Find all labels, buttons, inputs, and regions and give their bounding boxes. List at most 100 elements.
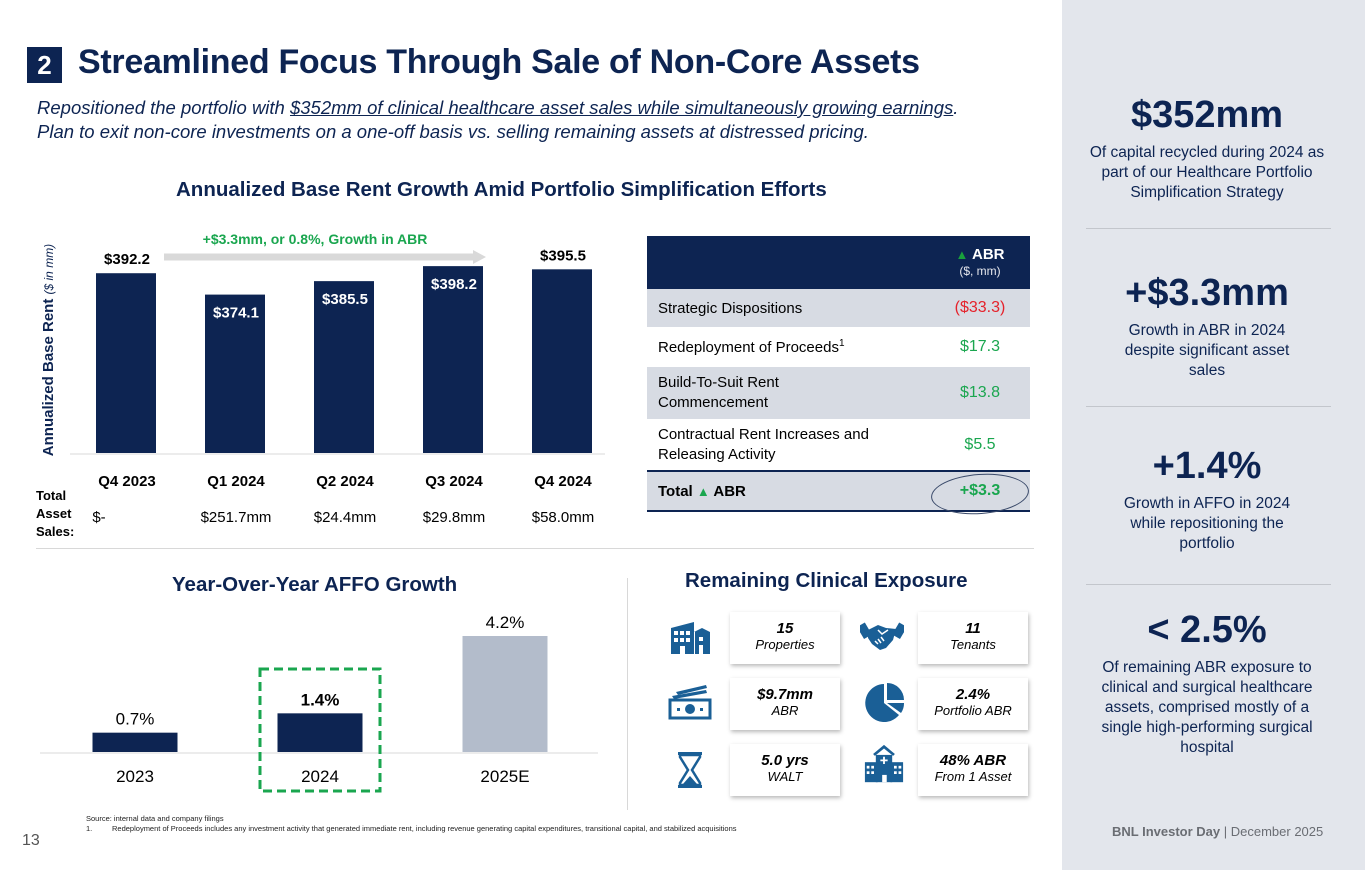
stat-description: Of remaining ABR exposure to clinical an… (1101, 659, 1313, 756)
highlight-dashed-box (258, 667, 382, 793)
asset-sales-value: $29.8mm (422, 509, 486, 526)
bar-value-label: $395.5 (540, 247, 586, 264)
bar-q3-2024 (423, 266, 483, 453)
office-building-icon (671, 622, 710, 654)
row-value: ($33.3) (930, 289, 1030, 327)
footnote-number: 1. (86, 824, 93, 833)
exposure-card-portfolio-abr: 2.4% Portfolio ABR (918, 678, 1028, 730)
brand-name: BNL Investor Day (1112, 824, 1221, 839)
table-row: Build-To-Suit Rent Commencement $13.8 (647, 367, 1030, 419)
table-header-abr: ▲ ABR ($, mm) (930, 236, 1030, 289)
up-triangle-icon: ▲ (955, 246, 969, 262)
sidebar-divider (1086, 406, 1331, 407)
bar-2024 (277, 713, 363, 752)
exposure-card-properties: 15 Properties (730, 612, 840, 664)
affo-bar-chart: 0.7% 2023 1.4% 2024 4.2% 2025E (40, 613, 598, 793)
exposure-value: $9.7mm (757, 686, 813, 703)
x-tick-label: 2025E (480, 767, 529, 786)
subtitle-suffix: . (953, 97, 959, 118)
exposure-card-single-asset: 48% ABR From 1 Asset (918, 744, 1028, 796)
stat-affo-growth: +1.4% Growth in AFFO in 2024 while repos… (1062, 444, 1352, 554)
x-tick-label: Q3 2024 (425, 473, 483, 490)
growth-annotation: +$3.3mm, or 0.8%, Growth in ABR (203, 231, 428, 247)
section-number-badge: 2 (27, 47, 62, 83)
abr-bar-chart: Annualized Base Rent ($ in mm) +$3.3mm, o… (40, 231, 605, 490)
subtitle-prefix: Repositioned the portfolio with (37, 97, 290, 118)
total-suffix: ABR (713, 482, 746, 500)
exposure-value: 2.4% (955, 686, 991, 703)
page-title: Streamlined Focus Through Sale of Non-Co… (78, 43, 920, 81)
bar-q4-2024 (532, 269, 592, 453)
bar-value-label: $398.2 (431, 276, 477, 293)
exposure-label: ABR (771, 703, 799, 718)
asset-sales-value: $58.0mm (531, 509, 595, 526)
subtitle: Repositioned the portfolio with $352mm o… (37, 96, 958, 144)
sales-label-line: Sales: (36, 524, 75, 539)
bar-value-label: 0.7% (116, 710, 155, 729)
exposure-value: 15 (776, 620, 794, 637)
row-label-text: Commencement (658, 394, 769, 411)
row-value: $5.5 (964, 435, 996, 453)
sidebar-divider (1086, 584, 1331, 585)
stat-abr-growth: +$3.3mm Growth in ABR in 2024 despite si… (1062, 271, 1352, 381)
table-row: Redeployment of Proceeds1 $17.3 (647, 327, 1030, 367)
bar-2023 (92, 732, 178, 752)
bar-value-label: 1.4% (301, 690, 340, 709)
row-label-text: Contractual Rent Increases and (658, 425, 869, 443)
footnote-text: Redeployment of Proceeds includes any in… (112, 824, 737, 833)
table-row: Strategic Dispositions ($33.3) (647, 289, 1030, 327)
stat-description: Growth in ABR in 2024 despite significan… (1124, 322, 1290, 379)
exposure-label: Tenants (950, 637, 996, 652)
exposure-label: From 1 Asset (934, 769, 1012, 784)
table-header-row: ▲ ABR ($, mm) (647, 236, 1030, 289)
key-stats-sidebar (1062, 0, 1365, 870)
cash-icon (668, 685, 712, 720)
abr-bridge-table: ▲ ABR ($, mm) Strategic Dispositions ($3… (647, 236, 1030, 512)
x-tick-label: 2023 (116, 767, 154, 786)
bar-value-label: 4.2% (486, 613, 525, 632)
y-axis-label-unit: ($ in mm) (42, 244, 56, 295)
subtitle-emphasis: $352mm of clinical healthcare asset sale… (289, 97, 954, 118)
row-label: Redeployment of Proceeds1 (647, 327, 930, 367)
row-label: Build-To-Suit Rent Commencement (647, 367, 930, 419)
total-value: +$3.3 (930, 470, 1030, 512)
x-tick-label: Q4 2023 (98, 473, 156, 490)
table-row: Contractual Rent Increases and Releasing … (647, 419, 1030, 471)
exposure-title: Remaining Clinical Exposure (685, 569, 968, 592)
stat-capital-recycled: $352mm Of capital recycled during 2024 a… (1062, 93, 1352, 203)
stat-value: +$3.3mm (1125, 272, 1289, 314)
footer-brand: BNL Investor Day | December 2025 (1112, 824, 1323, 839)
y-axis-label-main: Annualized Base Rent (40, 294, 57, 456)
total-asset-sales-label: Total Asset Sales: (36, 487, 74, 541)
exposure-card-walt: 5.0 yrs WALT (730, 744, 840, 796)
table-total-row: Total ▲ ABR +$3.3 (647, 470, 1030, 512)
stat-value: $352mm (1130, 94, 1284, 136)
bar-value-label: $374.1 (213, 305, 259, 322)
exposure-label: Portfolio ABR (934, 703, 1012, 718)
row-value: $13.8 (930, 367, 1030, 419)
x-tick-label: 2024 (301, 767, 339, 786)
sales-label-line: Asset (36, 506, 72, 521)
horizontal-divider (36, 548, 1034, 549)
x-tick-label: Q2 2024 (316, 473, 374, 490)
stat-value: +1.4% (1152, 445, 1262, 487)
exposure-value: 48% ABR (939, 752, 1007, 769)
table-header-blank (647, 236, 930, 289)
table-header-unit: ($, mm) (959, 263, 1001, 278)
bar-value-label: $385.5 (322, 291, 368, 308)
stat-description: Growth in AFFO in 2024 while repositioni… (1123, 495, 1291, 552)
row-label-text: Build-To-Suit Rent (658, 374, 779, 391)
bar-q1-2024 (205, 294, 265, 453)
stat-value: < 2.5% (1147, 609, 1267, 651)
footnote-1: 1. Redeployment of Proceeds includes any … (86, 824, 737, 834)
exposure-card-abr: $9.7mm ABR (730, 678, 840, 730)
subtitle-line-1: Repositioned the portfolio with $352mm o… (37, 96, 958, 120)
sales-label-line: Total (36, 488, 67, 503)
table-header-label: ABR (972, 245, 1005, 263)
page-number: 13 (22, 832, 40, 849)
brand-date: December 2025 (1230, 824, 1324, 839)
footnote-marker: 1 (838, 338, 845, 349)
footnotes: Source: internal data and company filing… (86, 814, 737, 834)
hospital-icon (864, 744, 904, 783)
row-label-text: Releasing Activity (658, 445, 776, 463)
